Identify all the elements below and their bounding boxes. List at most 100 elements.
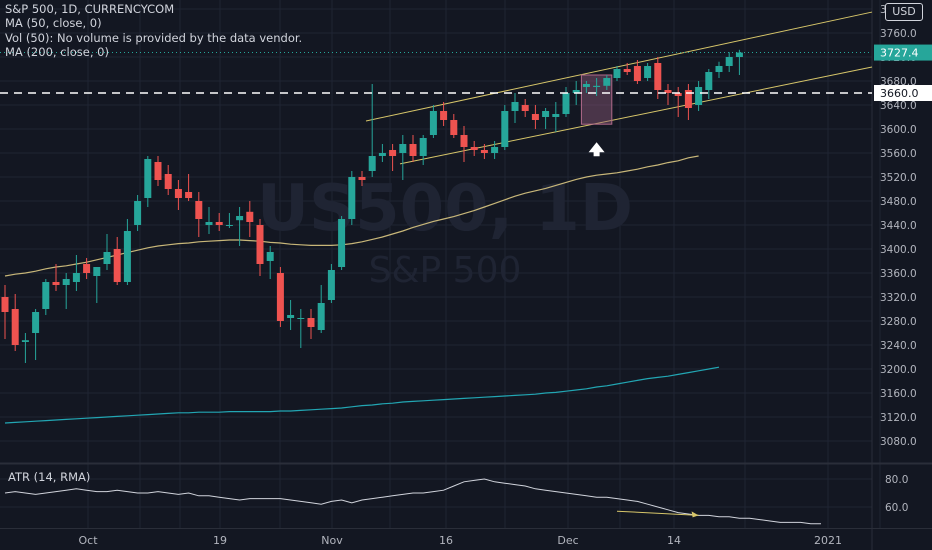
candle-body	[297, 318, 305, 319]
candle-body	[419, 138, 427, 156]
price-axis-tick: 3480.0	[880, 196, 917, 208]
candle-body	[215, 222, 223, 225]
watermark-name: S&P 500	[369, 250, 522, 291]
price-axis-tick: 3120.0	[880, 412, 917, 424]
candle-body	[21, 340, 29, 342]
candle-body	[62, 279, 70, 285]
candle-body	[501, 111, 509, 147]
candle-body	[287, 315, 295, 318]
candle-body	[83, 264, 91, 273]
candle-body	[348, 177, 356, 219]
candle-body	[429, 111, 437, 135]
candle-body	[644, 66, 652, 78]
currency-button[interactable]: USD	[885, 3, 923, 21]
candle-body	[735, 52, 743, 57]
time-axis-tick: Dec	[557, 534, 578, 547]
price-axis-tick: 3240.0	[880, 340, 917, 352]
candle-body	[562, 93, 570, 114]
price-axis-tick: 3080.0	[880, 436, 917, 448]
candle-body	[368, 156, 376, 171]
candle-body	[521, 105, 529, 111]
candle-body	[450, 120, 458, 135]
candle-body	[654, 63, 662, 90]
candle-body	[11, 309, 19, 345]
candle-body	[440, 111, 448, 120]
atr-legend[interactable]: ATR (14, RMA)	[8, 470, 91, 484]
candle-body	[72, 273, 80, 282]
candle-body	[378, 153, 386, 156]
candle-body	[144, 159, 152, 198]
time-axis-tick: 16	[439, 534, 453, 547]
time-axis-tick: 19	[213, 534, 227, 547]
candle-body	[399, 144, 407, 153]
candle-body	[134, 201, 142, 225]
candle-body	[460, 135, 468, 147]
candle-body	[582, 84, 590, 87]
legend-ma200[interactable]: MA (200, close, 0)	[5, 44, 109, 59]
price-axis-tick: 3160.0	[880, 388, 917, 400]
candle-body	[715, 66, 723, 72]
candle-body	[246, 211, 254, 222]
candle-body	[256, 225, 264, 264]
time-axis-tick: Nov	[321, 534, 343, 547]
candle-body	[705, 72, 713, 90]
time-axis-tick: Oct	[78, 534, 98, 547]
ma200-line	[4, 366, 720, 424]
candle-body	[307, 318, 315, 327]
last-price-label: 3727.4	[880, 47, 919, 60]
candle-body	[358, 177, 366, 180]
price-axis-tick: 3280.0	[880, 316, 917, 328]
atr-line	[4, 478, 821, 525]
level-price-label: 3660.0	[880, 87, 919, 100]
arrow-up-icon	[588, 142, 605, 157]
candle-body	[195, 201, 203, 219]
candle-body	[113, 249, 121, 282]
atr-axis-tick: 80.0	[885, 474, 908, 486]
candle-body	[593, 85, 601, 87]
legend-title: S&P 500, 1D, CURRENCYCOM	[5, 2, 175, 16]
candle-body	[317, 303, 325, 330]
candle-body	[491, 147, 499, 153]
chart-legend: S&P 500, 1D, CURRENCYCOM MA (50, close, …	[5, 2, 302, 59]
level-price-tag	[874, 85, 932, 101]
candle-body	[389, 150, 397, 156]
candle-body	[225, 225, 233, 226]
atr-axis-tick: 60.0	[885, 502, 908, 514]
candle-body	[164, 174, 172, 189]
price-axis-tick: 3640.0	[880, 100, 917, 112]
price-axis-tick: 3440.0	[880, 220, 917, 232]
time-axis-tick: 14	[667, 534, 681, 547]
price-axis-tick: 3520.0	[880, 172, 917, 184]
candle-body	[93, 267, 101, 276]
candle-body	[552, 114, 560, 117]
candle-body	[205, 222, 213, 225]
price-axis-tick: 3200.0	[880, 364, 917, 376]
candle-body	[236, 216, 244, 221]
price-axis-tick: 3600.0	[880, 124, 917, 136]
watermark-symbol: US500, 1D	[257, 172, 633, 246]
candle-body	[103, 252, 111, 264]
channel-lower-line	[399, 66, 873, 165]
legend-ma50[interactable]: MA (50, close, 0)	[5, 16, 102, 31]
price-axis-tick: 3760.0	[880, 28, 917, 40]
candle-body	[174, 189, 182, 198]
price-axis-tick: 3400.0	[880, 244, 917, 256]
candle-body	[531, 114, 539, 120]
price-axis-tick: 3360.0	[880, 268, 917, 280]
price-axis-tick: 3560.0	[880, 148, 917, 160]
candle-body	[1, 297, 9, 312]
candle-body	[154, 162, 162, 180]
candle-body	[409, 144, 417, 156]
candle-body	[480, 150, 488, 153]
candle-body	[603, 78, 611, 86]
candle-body	[123, 231, 131, 282]
legend-volume[interactable]: Vol (50): No volume is provided by the d…	[5, 30, 303, 45]
price-axis-tick: 3320.0	[880, 292, 917, 304]
candle-body	[185, 192, 193, 198]
candle-body	[42, 282, 50, 309]
time-axis-tick: 2021	[814, 534, 842, 547]
candle-body	[327, 270, 335, 300]
candle-body	[470, 147, 478, 150]
candle-body	[266, 252, 274, 261]
